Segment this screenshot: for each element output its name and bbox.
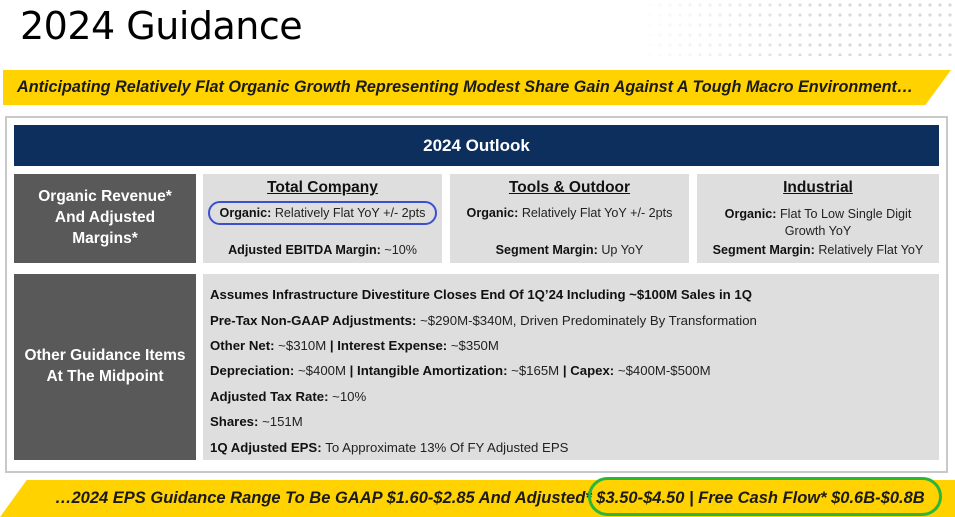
industrial-card: Industrial Organic: Flat To Low Single D… [697, 174, 939, 263]
depreciation-line: Depreciation: ~$400M | Intangible Amorti… [210, 358, 932, 383]
outlook-header: 2024 Outlook [14, 125, 939, 166]
pretax-label: Pre-Tax Non-GAAP Adjustments: [210, 312, 417, 328]
margin-value: ~10% [384, 243, 417, 257]
othernet-label: Other Net: [210, 337, 275, 353]
tax-rate-label: Adjusted Tax Rate: [210, 388, 329, 404]
guidance-panel: Assumes Infrastructure Divestiture Close… [203, 274, 939, 460]
margin-line: Adjusted EBITDA Margin: ~10% [203, 243, 442, 257]
shares-line: Shares: ~151M [210, 409, 932, 434]
depreciation-label: Depreciation: [210, 363, 295, 379]
eps-value: To Approximate 13% Of FY Adjusted EPS [325, 439, 569, 455]
top-banner-text: Anticipating Relatively Flat Organic Gro… [17, 78, 914, 96]
separator: | [349, 363, 354, 379]
organic-value: Relatively Flat YoY +/- 2pts [274, 206, 426, 220]
eps-label: 1Q Adjusted EPS: [210, 439, 322, 455]
tax-rate-value: ~10% [332, 388, 367, 404]
decorative-dot-pattern [635, 0, 955, 56]
interest-label: Interest Expense: [337, 337, 448, 353]
separator: | [329, 337, 334, 353]
organic-label: Organic: [724, 207, 777, 221]
pretax-value: ~$290M-$340M, Driven Predominately By Tr… [420, 312, 757, 328]
top-banner: Anticipating Relatively Flat Organic Gro… [3, 70, 951, 105]
tax-rate-line: Adjusted Tax Rate: ~10% [210, 384, 932, 409]
organic-label: Organic: [219, 206, 272, 220]
other-guidance-label: Other Guidance Items At The Midpoint [14, 274, 196, 460]
organic-value: Flat To Low Single Digit Growth YoY [779, 207, 912, 238]
eps-line: 1Q Adjusted EPS: To Approximate 13% Of F… [210, 434, 932, 459]
total-company-card: Total Company Organic: Relatively Flat Y… [203, 174, 442, 263]
capex-label: Capex: [570, 363, 615, 379]
card-title: Tools & Outdoor [508, 179, 631, 196]
shares-label: Shares: [210, 414, 259, 430]
margin-line: Segment Margin: Relatively Flat YoY [697, 243, 939, 257]
interest-value: ~$350M [450, 337, 499, 353]
margin-label: Adjusted EBITDA Margin: [228, 243, 381, 257]
othernet-value: ~$310M [278, 337, 327, 353]
bottom-banner: …2024 EPS Guidance Range To Be GAAP $1.6… [0, 480, 955, 517]
margin-label: Segment Margin: [712, 243, 815, 257]
amortization-label: Intangible Amortization: [357, 363, 508, 379]
tools-outdoor-card: Tools & Outdoor Organic: Relatively Flat… [450, 174, 689, 263]
depreciation-value: ~$400M [297, 363, 346, 379]
card-title: Total Company [267, 179, 378, 196]
margin-value: Up YoY [601, 243, 644, 257]
organic-line: Organic: Relatively Flat YoY +/- 2pts [450, 206, 689, 220]
organic-label: Organic: [466, 206, 519, 220]
infrastructure-line: Assumes Infrastructure Divestiture Close… [210, 282, 932, 307]
shares-value: ~151M [262, 414, 303, 430]
infrastructure-text: Assumes Infrastructure Divestiture Close… [210, 287, 752, 303]
organic-revenue-label: Organic Revenue* And Adjusted Margins* [14, 174, 196, 263]
capex-value: ~$400M-$500M [617, 363, 711, 379]
highlight-oval [208, 201, 437, 225]
amortization-value: ~$165M [511, 363, 560, 379]
margin-value: Relatively Flat YoY [818, 243, 924, 257]
pretax-line: Pre-Tax Non-GAAP Adjustments: ~$290M-$34… [210, 307, 932, 332]
highlight-oval-green [588, 477, 942, 516]
margin-line: Segment Margin: Up YoY [450, 243, 689, 257]
margin-label: Segment Margin: [495, 243, 598, 257]
organic-line: Organic: Relatively Flat YoY +/- 2pts [203, 206, 442, 220]
bottom-banner-text: …2024 EPS Guidance Range To Be GAAP $1.6… [55, 489, 925, 507]
othernet-line: Other Net: ~$310M | Interest Expense: ~$… [210, 333, 932, 358]
page-title: 2024 Guidance [20, 4, 303, 48]
organic-value: Relatively Flat YoY +/- 2pts [521, 206, 673, 220]
card-title: Industrial [783, 179, 853, 196]
organic-line: Organic: Flat To Low Single Digit Growth… [715, 206, 921, 240]
separator: | [562, 363, 567, 379]
